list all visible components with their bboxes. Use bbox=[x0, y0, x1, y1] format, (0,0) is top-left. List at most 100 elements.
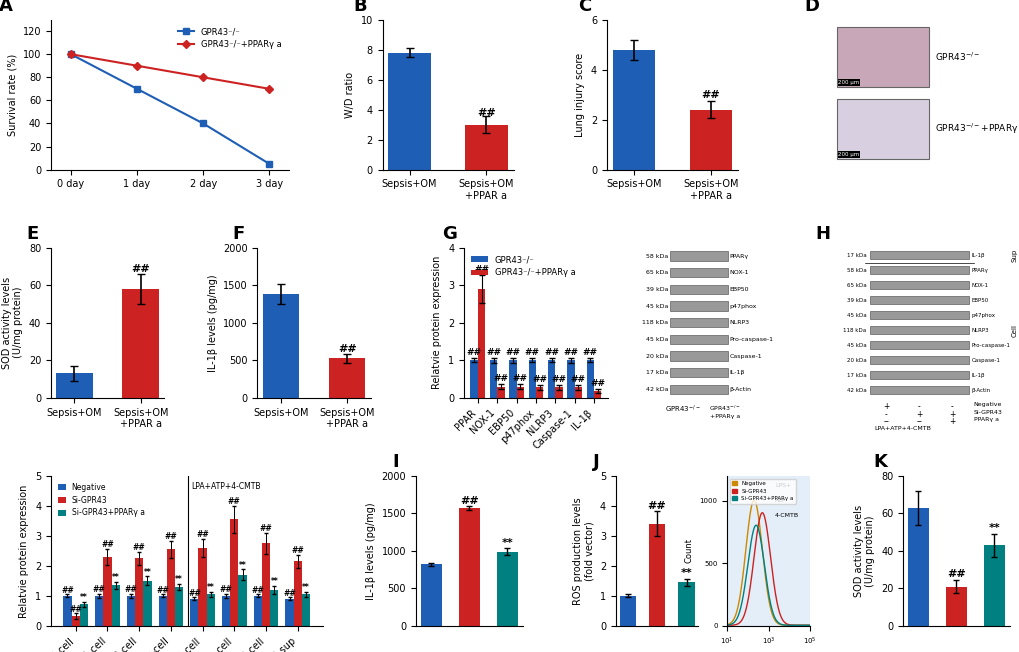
Legend: Negative, Si-GPR43, Si-GPR43+PPARγ a: Negative, Si-GPR43, Si-GPR43+PPARγ a bbox=[55, 480, 148, 520]
Bar bbox=[207, 595, 215, 626]
Line: GPR43⁻/⁻: GPR43⁻/⁻ bbox=[67, 51, 272, 167]
FancyBboxPatch shape bbox=[869, 281, 968, 289]
Text: 17 kDa: 17 kDa bbox=[846, 253, 866, 258]
FancyBboxPatch shape bbox=[669, 252, 728, 261]
Text: Sup: Sup bbox=[1011, 248, 1016, 262]
Text: Pro-caspase-1: Pro-caspase-1 bbox=[971, 343, 1010, 348]
Text: ##: ## bbox=[124, 585, 138, 595]
Bar bbox=[689, 110, 732, 170]
Text: NLRP3: NLRP3 bbox=[730, 320, 749, 325]
FancyBboxPatch shape bbox=[869, 356, 968, 364]
Text: ##: ## bbox=[582, 348, 597, 357]
Line: GPR43⁻/⁻+PPARγ a: GPR43⁻/⁻+PPARγ a bbox=[67, 51, 272, 92]
FancyBboxPatch shape bbox=[669, 351, 728, 361]
Text: **: ** bbox=[238, 561, 247, 570]
Text: +: + bbox=[948, 410, 955, 419]
FancyBboxPatch shape bbox=[669, 285, 728, 294]
Y-axis label: IL-1β levels (pg/mg): IL-1β levels (pg/mg) bbox=[207, 274, 217, 372]
Text: p47phox: p47phox bbox=[730, 304, 756, 308]
GPR43⁻/⁻ bbox=[197, 119, 209, 127]
Text: 17 kDa: 17 kDa bbox=[645, 370, 667, 376]
Text: **: ** bbox=[144, 568, 151, 576]
Text: ##: ## bbox=[493, 374, 507, 383]
Y-axis label: Count: Count bbox=[685, 539, 693, 563]
Text: ##: ## bbox=[187, 589, 201, 598]
FancyBboxPatch shape bbox=[836, 27, 928, 87]
Bar bbox=[907, 508, 928, 626]
Text: +: + bbox=[948, 417, 955, 426]
Text: ##: ## bbox=[291, 546, 304, 555]
FancyBboxPatch shape bbox=[869, 341, 968, 349]
Text: Si-GPR43: Si-GPR43 bbox=[973, 410, 1002, 415]
Bar bbox=[388, 53, 430, 170]
Legend: Negative, Si-GPR43, Si-GPR43+PPARγ a: Negative, Si-GPR43, Si-GPR43+PPARγ a bbox=[730, 479, 795, 503]
Bar bbox=[293, 561, 302, 626]
Text: GPR43$^{-/-}$: GPR43$^{-/-}$ bbox=[664, 404, 700, 415]
Y-axis label: IL-1β levels (pg/mg): IL-1β levels (pg/mg) bbox=[366, 502, 376, 600]
Text: +: + bbox=[882, 402, 889, 411]
Text: IL-1β: IL-1β bbox=[730, 370, 745, 376]
Bar bbox=[111, 585, 119, 626]
Bar bbox=[567, 361, 574, 398]
Text: GPR43$^{-/-}$: GPR43$^{-/-}$ bbox=[933, 51, 979, 63]
Bar bbox=[496, 387, 504, 398]
Bar bbox=[465, 125, 507, 170]
Text: -: - bbox=[950, 402, 953, 411]
Bar bbox=[175, 587, 183, 626]
Bar bbox=[199, 548, 207, 626]
Text: 58 kDa: 58 kDa bbox=[645, 254, 667, 259]
Text: Cell: Cell bbox=[1011, 324, 1016, 336]
Text: **: ** bbox=[270, 578, 278, 587]
Text: ##: ## bbox=[947, 569, 965, 579]
Text: Negative: Negative bbox=[973, 402, 1001, 408]
Text: J: J bbox=[592, 453, 599, 471]
GPR43⁻/⁻ bbox=[64, 50, 76, 58]
Text: 65 kDa: 65 kDa bbox=[846, 283, 866, 288]
GPR43⁻/⁻ bbox=[130, 85, 143, 93]
Text: ##: ## bbox=[513, 374, 527, 383]
Text: IL-1β: IL-1β bbox=[971, 253, 984, 258]
Text: ##: ## bbox=[551, 375, 566, 384]
Text: PPARγ: PPARγ bbox=[730, 254, 748, 259]
Text: ##: ## bbox=[477, 108, 495, 117]
Text: I: I bbox=[392, 453, 398, 471]
Text: 45 kDa: 45 kDa bbox=[645, 337, 667, 342]
Text: ##: ## bbox=[61, 585, 73, 595]
Text: IL-1β: IL-1β bbox=[971, 373, 984, 378]
Text: EBP50: EBP50 bbox=[971, 298, 988, 303]
Text: ##: ## bbox=[337, 344, 357, 354]
Y-axis label: ROS production levels
(fold vector): ROS production levels (fold vector) bbox=[572, 497, 594, 604]
Text: LPA+ATP+4-CMTB: LPA+ATP+4-CMTB bbox=[192, 482, 261, 491]
Text: ##: ## bbox=[647, 501, 665, 511]
Text: LPS+: LPS+ bbox=[774, 483, 791, 488]
Text: ALP: ALP bbox=[774, 498, 786, 503]
Text: ##: ## bbox=[69, 604, 82, 614]
Bar bbox=[554, 387, 562, 398]
Text: NLRP3: NLRP3 bbox=[971, 328, 988, 333]
Bar bbox=[420, 565, 441, 626]
Bar bbox=[470, 361, 477, 398]
Text: **: ** bbox=[987, 523, 1000, 533]
FancyBboxPatch shape bbox=[669, 318, 728, 327]
Text: ##: ## bbox=[219, 585, 232, 595]
Bar bbox=[528, 361, 535, 398]
Bar bbox=[122, 289, 159, 398]
Text: NOX-1: NOX-1 bbox=[730, 270, 749, 275]
Text: ‒: ‒ bbox=[916, 417, 921, 426]
FancyBboxPatch shape bbox=[869, 311, 968, 319]
FancyBboxPatch shape bbox=[869, 251, 968, 259]
Bar bbox=[191, 599, 199, 626]
Bar bbox=[612, 50, 654, 170]
Text: 39 kDa: 39 kDa bbox=[846, 298, 866, 303]
FancyBboxPatch shape bbox=[669, 385, 728, 394]
Text: 17 kDa: 17 kDa bbox=[846, 373, 866, 378]
Bar bbox=[586, 361, 593, 398]
Text: ##: ## bbox=[93, 585, 105, 595]
Y-axis label: Relatvie protein expression: Relatvie protein expression bbox=[432, 256, 442, 389]
Text: GPR43$^{-/-}$
+PPARγ a: GPR43$^{-/-}$ +PPARγ a bbox=[708, 404, 741, 419]
Bar bbox=[222, 596, 230, 626]
Y-axis label: Lung injury score: Lung injury score bbox=[575, 53, 585, 137]
Text: 45 kDa: 45 kDa bbox=[846, 313, 866, 318]
Bar bbox=[285, 599, 293, 626]
Bar bbox=[262, 294, 299, 398]
